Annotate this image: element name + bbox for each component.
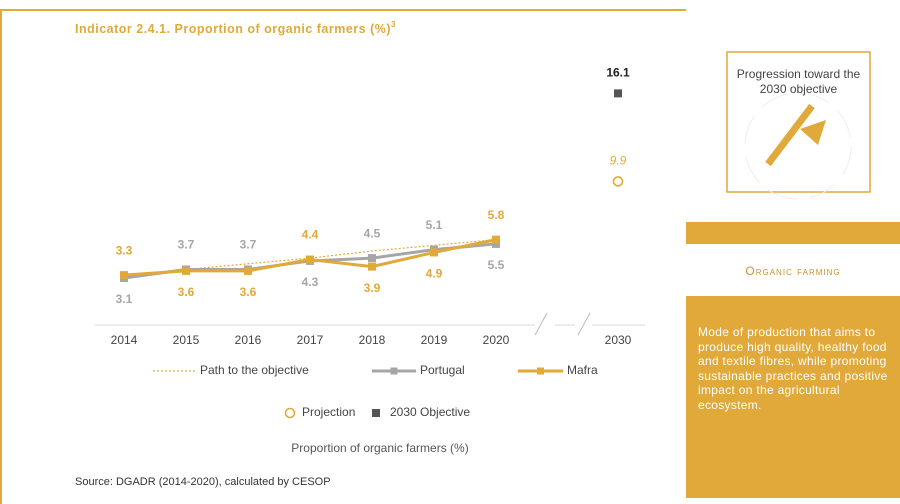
gauge-circle	[744, 92, 852, 200]
point	[182, 266, 190, 275]
value-label: 3.1	[116, 292, 133, 306]
x-tick-label: 2017	[297, 333, 324, 347]
value-label: 4.4	[302, 228, 319, 242]
legend-label: Mafra	[567, 363, 598, 377]
value-label: 9.9	[610, 154, 627, 168]
description-box	[686, 296, 900, 498]
x-tick-label: 2030	[605, 333, 632, 347]
x-tick-label: 2016	[235, 333, 262, 347]
point	[368, 262, 376, 271]
axis-break	[577, 312, 591, 336]
axis-break	[534, 312, 548, 336]
point	[430, 248, 438, 257]
value-label: 4.9	[426, 267, 443, 281]
value-label: 3.9	[364, 281, 381, 295]
source: Source: DGADR (2014-2020), calculated by…	[75, 476, 331, 488]
value-label: 3.6	[178, 285, 195, 299]
arrow-shaft	[765, 103, 815, 167]
value-label: 16.1	[606, 66, 630, 80]
value-label: 4.5	[364, 226, 381, 240]
side-heading: Organic farming	[745, 264, 841, 278]
projection-marker	[612, 176, 624, 187]
chart-title: Indicator 2.4.1. Proportion of organic f…	[75, 20, 396, 36]
legend-swatch	[372, 409, 380, 417]
value-label: 5.8	[488, 208, 505, 222]
side-description: Mode of production that aims to produce …	[698, 325, 888, 412]
progression-title: Progression toward the 2030 objective	[736, 67, 861, 96]
point	[244, 266, 252, 275]
legend-swatch-point	[390, 367, 398, 375]
value-label: 4.3	[302, 275, 319, 289]
point	[492, 235, 500, 244]
value-label: 3.3	[116, 243, 133, 257]
value-label: 5.1	[426, 218, 443, 232]
arrow-head	[800, 120, 826, 145]
legend-label: Projection	[302, 405, 355, 419]
title-text: Indicator 2.4.1. Proportion of organic f…	[75, 22, 391, 36]
x-tick-label: 2015	[173, 333, 200, 347]
value-label: 3.7	[178, 238, 195, 252]
legend-swatch	[284, 407, 296, 419]
title-footnote: 3	[391, 20, 396, 29]
value-label: 3.6	[240, 285, 257, 299]
value-label: 5.5	[488, 258, 505, 272]
legend-label: Path to the objective	[200, 363, 309, 377]
caption: Proportion of organic farmers (%)	[291, 441, 468, 455]
point	[120, 271, 128, 280]
x-tick-label: 2014	[111, 333, 138, 347]
point	[306, 255, 314, 264]
objective-marker	[614, 89, 622, 98]
legend-label: 2030 Objective	[390, 405, 470, 419]
x-tick-label: 2019	[421, 333, 448, 347]
point	[492, 239, 500, 248]
x-tick-label: 2020	[483, 333, 510, 347]
legend-label: Portugal	[420, 363, 465, 377]
x-tick-label: 2018	[359, 333, 386, 347]
value-label: 3.7	[240, 238, 257, 252]
heading-bar	[686, 222, 900, 244]
point	[368, 254, 376, 263]
legend-swatch-point	[537, 367, 544, 375]
